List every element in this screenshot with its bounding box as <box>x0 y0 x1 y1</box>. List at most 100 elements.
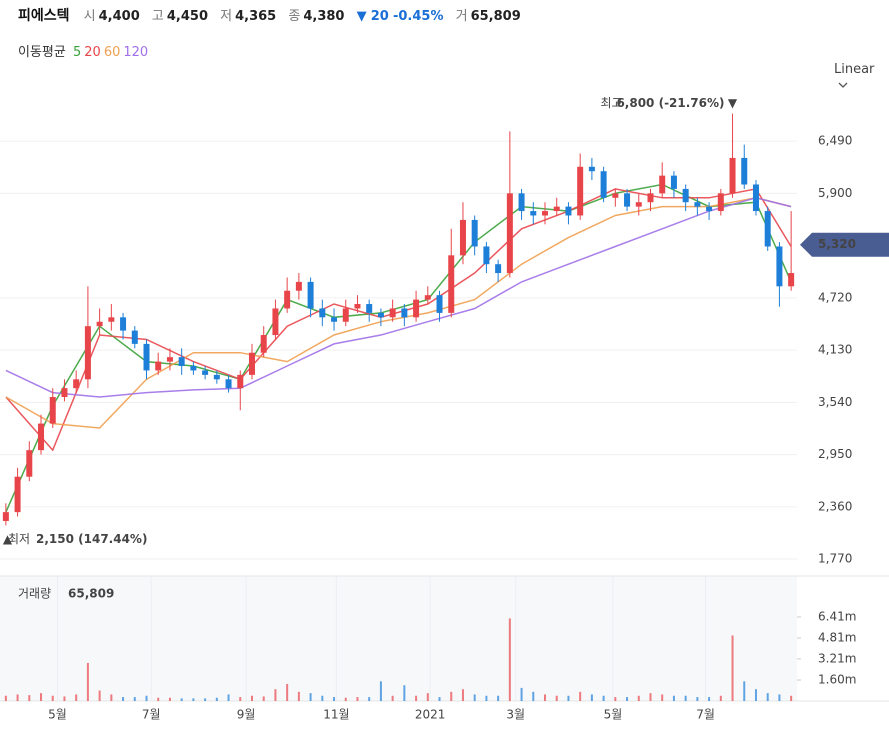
candle-body <box>178 357 185 367</box>
candle-body <box>694 202 701 207</box>
volume-bar <box>368 697 371 701</box>
quote-header: 피에스텍 시 4,400 고 4,450 저 4,365 종 4,380 ▼ 20 -0… <box>18 5 529 25</box>
volume-bar <box>356 697 359 701</box>
candle-body <box>483 246 490 265</box>
candle-body <box>588 166 595 172</box>
candle-body <box>436 295 443 313</box>
volume-bar <box>309 693 312 701</box>
volume-bar <box>157 697 160 701</box>
volume-panel <box>0 576 797 701</box>
volume-bar <box>567 695 570 701</box>
x-tick-label: 11월 <box>323 708 349 722</box>
volume-bar <box>40 693 43 701</box>
x-tick-label: 2021 <box>415 708 446 722</box>
candle-body <box>389 308 396 318</box>
volume-bar <box>590 694 593 701</box>
y-tick-label: 3,540 <box>818 395 852 409</box>
volume-bar <box>731 635 734 701</box>
legend-entry: 60 <box>103 45 121 60</box>
candle-body <box>647 193 654 203</box>
volume-bar <box>391 695 394 701</box>
volume-tick-label: 4.81m <box>818 630 856 644</box>
scale-dropdown[interactable]: Linear <box>834 62 889 92</box>
volume-bar <box>227 694 230 701</box>
candle-body <box>752 184 759 212</box>
candle-body <box>729 157 736 194</box>
legend-entry: 120 <box>123 45 149 60</box>
volume-bar <box>344 697 347 701</box>
volume-bar <box>122 697 125 701</box>
volume-bar <box>321 695 324 701</box>
label: 고 <box>151 9 164 24</box>
volume-bar <box>661 694 664 701</box>
volume-bar <box>180 698 183 701</box>
volume-bar <box>450 691 453 701</box>
indicator-legend: 이동평균 5 20 60 120 <box>18 41 154 60</box>
volume-bar <box>51 695 54 701</box>
volume-bar <box>204 698 207 701</box>
volume-bar <box>16 694 19 701</box>
volume-bar <box>215 697 218 701</box>
candle-body <box>741 157 748 185</box>
candle-body <box>366 304 373 313</box>
candle-body <box>706 206 713 212</box>
volume-bar <box>497 695 500 701</box>
candle-body <box>670 175 677 189</box>
volume-bar <box>602 695 605 701</box>
volume-bar <box>438 697 441 701</box>
volume-bar <box>286 683 289 701</box>
volume-bar <box>426 693 429 701</box>
volume-bar <box>415 695 418 701</box>
candle-body <box>38 423 45 451</box>
volume-bar <box>790 695 793 701</box>
volume-value: 65,809 <box>68 587 114 601</box>
indicator-label: 이동평균 <box>18 45 66 60</box>
candle-body <box>448 255 455 313</box>
volume-bar <box>145 695 148 701</box>
volume-bar <box>28 695 31 701</box>
max-arrow: ▼ <box>728 96 738 110</box>
x-tick-label: 5월 <box>604 708 623 722</box>
volume-bar <box>239 697 242 701</box>
label: 저 <box>220 9 233 24</box>
volume-bar <box>626 697 629 701</box>
volume-bar <box>4 695 7 701</box>
volume-bar <box>297 691 300 701</box>
volume-bar <box>708 697 711 701</box>
volume-bar <box>614 697 617 701</box>
candle-body <box>202 370 209 375</box>
candle-body <box>506 193 513 274</box>
value: 4,400 <box>98 9 140 24</box>
legend-items: 5 20 60 120 <box>73 45 151 60</box>
stock-name: 피에스텍 <box>18 8 70 24</box>
candle-body <box>14 476 21 513</box>
y-tick-label: 2,360 <box>818 499 852 513</box>
current-price-marker <box>800 232 889 257</box>
volume-bar <box>168 697 171 701</box>
y-tick-label: 2,950 <box>818 447 852 461</box>
candle-body <box>295 281 302 291</box>
candle-body <box>401 308 408 318</box>
volume-bar <box>637 695 640 701</box>
max-value: 6,800 (-21.76%) <box>616 96 724 110</box>
volume-bar <box>579 691 582 701</box>
candle-body <box>530 211 537 216</box>
label: 시 <box>83 9 96 24</box>
candle-body <box>84 326 91 380</box>
candle-body <box>331 317 338 322</box>
scale-mode: Linear <box>834 62 875 77</box>
candle-body <box>225 379 232 389</box>
candle-body <box>272 308 279 336</box>
y-tick-label: 5,900 <box>818 186 852 200</box>
change-pct: -0.45% <box>392 9 444 24</box>
legend-entry: 20 <box>84 45 101 60</box>
volume-bar <box>274 689 277 701</box>
value: 65,809 <box>470 9 521 24</box>
volume-bar <box>133 697 136 701</box>
candle-body <box>120 317 127 331</box>
candle-body <box>354 304 361 309</box>
label: 종 <box>288 9 301 24</box>
y-tick-label: 1,770 <box>818 552 852 566</box>
y-tick-label: 4,720 <box>818 290 852 304</box>
